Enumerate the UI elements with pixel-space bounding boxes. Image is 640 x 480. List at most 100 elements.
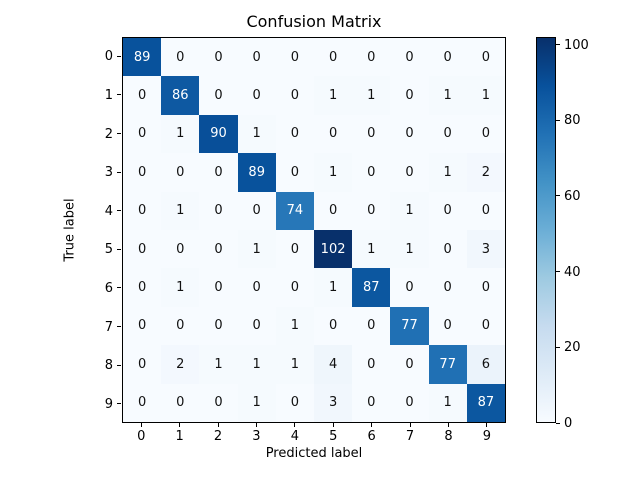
- y-tick-label-7: 7: [104, 319, 113, 335]
- y-tick-label-4: 4: [104, 203, 113, 219]
- tick-mark: [556, 119, 560, 121]
- matrix-cell-r0c3: 0: [237, 38, 276, 77]
- x-tick-label-8: 8: [444, 429, 453, 444]
- matrix-cell-r4c6: 0: [352, 191, 391, 230]
- matrix-cell-r1c5: 1: [314, 76, 353, 115]
- tick-mark: [556, 44, 560, 46]
- matrix-cell-r9c7: 0: [390, 383, 429, 422]
- y-axis-label: True label: [62, 198, 78, 262]
- matrix-cell-r4c9: 0: [466, 191, 505, 230]
- colorbar-tick-label-0: 0: [564, 416, 573, 431]
- matrix-cell-r9c4: 0: [275, 383, 314, 422]
- matrix-cell-r2c6: 0: [352, 114, 391, 154]
- matrix-cell-r8c9: 6: [466, 345, 505, 384]
- matrix-cell-r7c4: 1: [275, 306, 314, 346]
- tick-mark: [117, 364, 121, 366]
- y-tick-label-5: 5: [104, 242, 113, 258]
- matrix-cell-r4c5: 0: [314, 191, 353, 230]
- matrix-cell-r5c7: 1: [390, 230, 429, 269]
- matrix-cell-r4c4: 74: [275, 191, 314, 230]
- chart-title: Confusion Matrix: [246, 12, 382, 31]
- confusion-matrix-heatmap: 89 0 0 0 0 0 0 0 0 0 0 86 0 0 0 1 1 0 1 1 0 1 90 1 0 0 0 0 0 0 0 0 0 89 0 1…: [122, 37, 506, 423]
- tick-mark: [117, 210, 121, 212]
- matrix-cell-r9c0: 0: [123, 383, 162, 422]
- matrix-cell-r4c8: 0: [428, 191, 467, 230]
- tick-mark: [556, 195, 560, 197]
- matrix-cell-r3c3: 89: [237, 153, 276, 192]
- matrix-cell-r4c3: 0: [237, 191, 276, 230]
- matrix-cell-r5c0: 0: [123, 230, 162, 269]
- tick-mark: [140, 423, 142, 427]
- matrix-cell-r7c2: 0: [199, 306, 238, 346]
- tick-mark: [117, 287, 121, 289]
- matrix-cell-r1c3: 0: [237, 76, 276, 115]
- matrix-cell-r4c1: 1: [161, 191, 200, 230]
- matrix-cell-r5c6: 1: [352, 230, 391, 269]
- matrix-cell-r2c3: 1: [237, 114, 276, 154]
- x-tick-label-9: 9: [482, 429, 491, 444]
- y-tick-label-0: 0: [104, 49, 113, 65]
- matrix-cell-r1c4: 0: [275, 76, 314, 115]
- matrix-cell-r6c0: 0: [123, 268, 162, 307]
- matrix-cell-r1c7: 0: [390, 76, 429, 115]
- matrix-cell-r2c2: 90: [199, 114, 238, 154]
- colorbar-gradient: [536, 37, 556, 423]
- matrix-cell-r5c9: 3: [466, 230, 505, 269]
- matrix-cell-r8c0: 0: [123, 345, 162, 384]
- matrix-cell-r3c8: 1: [428, 153, 467, 192]
- matrix-cell-r0c9: 0: [466, 38, 505, 77]
- matrix-cell-r0c5: 0: [314, 38, 353, 77]
- tick-mark: [556, 422, 560, 424]
- tick-mark: [294, 423, 296, 427]
- matrix-cell-r8c3: 1: [237, 345, 276, 384]
- matrix-cell-r9c3: 1: [237, 383, 276, 422]
- tick-mark: [556, 346, 560, 348]
- x-tick-label-5: 5: [329, 429, 338, 444]
- matrix-cell-r7c6: 0: [352, 306, 391, 346]
- matrix-cell-r6c2: 0: [199, 268, 238, 307]
- matrix-cell-r7c9: 0: [466, 306, 505, 346]
- matrix-cell-r0c6: 0: [352, 38, 391, 77]
- matrix-cell-r8c1: 2: [161, 345, 200, 384]
- matrix-cell-r6c7: 0: [390, 268, 429, 307]
- matrix-cell-r6c3: 0: [237, 268, 276, 307]
- matrix-cell-r3c0: 0: [123, 153, 162, 192]
- matrix-cell-r1c9: 1: [466, 76, 505, 115]
- matrix-cell-r1c1: 86: [161, 76, 200, 115]
- matrix-cell-r0c1: 0: [161, 38, 200, 77]
- matrix-cell-r8c4: 1: [275, 345, 314, 384]
- matrix-cell-r2c0: 0: [123, 114, 162, 154]
- matrix-cell-r0c4: 0: [275, 38, 314, 77]
- x-tick-label-7: 7: [405, 429, 415, 444]
- y-tick-label-6: 6: [104, 280, 113, 296]
- tick-mark: [117, 326, 121, 327]
- matrix-cell-r4c2: 0: [199, 191, 238, 230]
- matrix-cell-r9c5: 3: [314, 383, 353, 422]
- matrix-cell-r9c9: 87: [466, 383, 505, 422]
- x-tick-label-1: 1: [175, 429, 184, 444]
- matrix-cell-r0c8: 0: [428, 38, 467, 77]
- matrix-cell-r3c5: 1: [314, 153, 353, 192]
- matrix-cell-r3c9: 2: [466, 153, 505, 192]
- matrix-cell-r0c7: 0: [390, 38, 429, 77]
- matrix-cell-r1c0: 0: [123, 76, 162, 115]
- matrix-cell-r6c8: 0: [428, 268, 467, 307]
- matrix-cell-r8c5: 4: [314, 345, 353, 384]
- tick-mark: [255, 423, 257, 427]
- colorbar-tick-label-80: 80: [564, 113, 581, 129]
- tick-mark: [486, 423, 488, 427]
- matrix-cell-r8c2: 1: [199, 345, 238, 384]
- matrix-cell-r3c1: 0: [161, 153, 200, 192]
- matrix-cell-r6c4: 0: [275, 268, 314, 307]
- matrix-cell-r3c6: 0: [352, 153, 391, 192]
- matrix-cell-r4c7: 1: [390, 191, 429, 230]
- matrix-cell-r0c0: 89: [123, 38, 162, 77]
- y-tick-label-8: 8: [104, 358, 113, 374]
- matrix-cell-r7c3: 0: [237, 306, 276, 346]
- tick-mark: [371, 423, 373, 427]
- matrix-cell-r5c5: 102: [314, 230, 353, 269]
- matrix-cell-r9c1: 0: [161, 383, 200, 422]
- y-tick-label-1: 1: [104, 87, 113, 103]
- x-tick-labels: 0 1 2 3 4 5 6 7 8 9: [122, 429, 506, 444]
